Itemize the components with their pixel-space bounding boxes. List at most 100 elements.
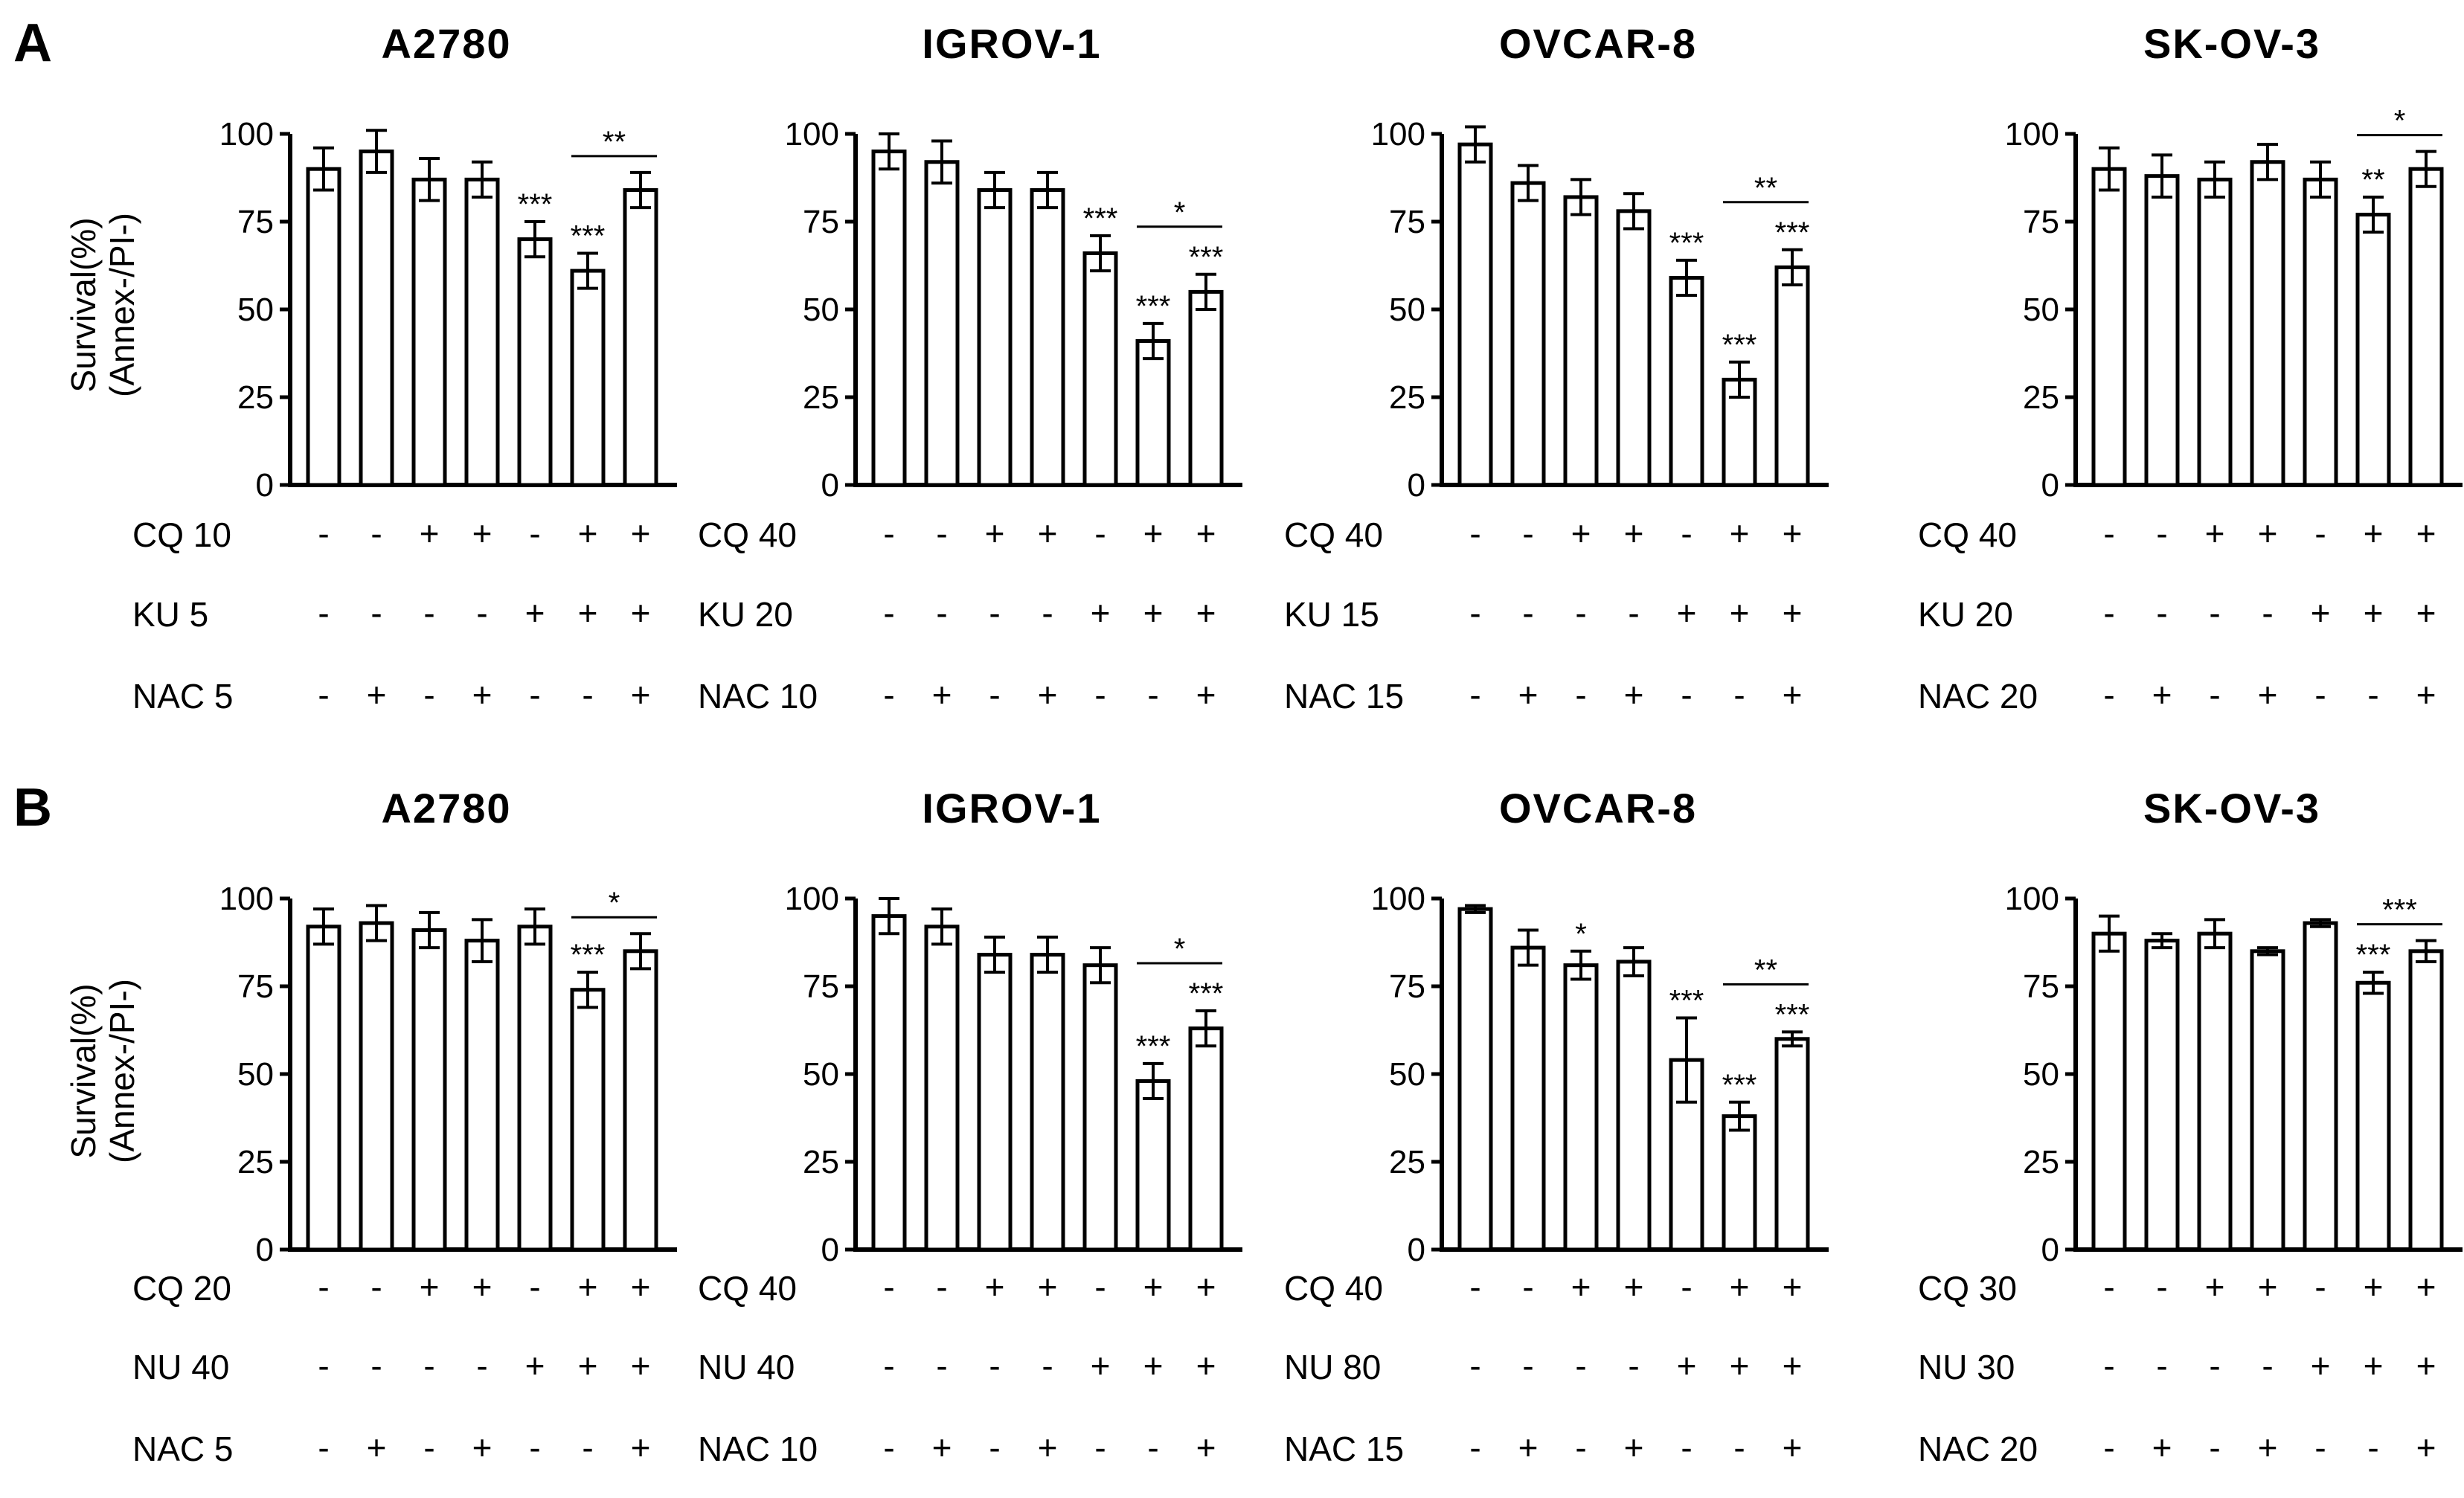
chart-b-1-treatment-cq-sign-1: - [318, 1267, 329, 1306]
chart-b-2-treatment-nac-sign-6: - [1147, 1428, 1158, 1467]
chart-a-3-bar-2 [1510, 181, 1546, 487]
chart-b-4-treatment-nac-sign-1: - [2103, 1428, 2114, 1467]
chart-a-4-treatment-nac-sign-6: - [2367, 675, 2378, 714]
chart-b-4-treatment-nac-sign-7: + [2416, 1428, 2436, 1467]
chart-b-1-ytick-label-4: 0 [256, 1232, 274, 1268]
chart-b-4-treatment-nu-sign-3: - [2209, 1346, 2220, 1385]
chart-b-3-ytick-label-1: 75 [1389, 968, 1425, 1005]
chart-a-1-bar-6 [570, 269, 606, 487]
chart-b-4-treatment-cq-sign-7: + [2416, 1267, 2436, 1306]
chart-b-1-bar-5 [517, 925, 553, 1252]
chart-b-1-treatment-cq-sign-4: + [472, 1267, 493, 1306]
chart-b-2-treatment-cq-sign-1: - [883, 1267, 894, 1306]
chart-b-4-treatment-nu-sign-6: + [2364, 1346, 2384, 1385]
chart-a-3-treatment-nac-sign-5: - [1681, 675, 1692, 714]
chart-a-3-treatment-nac-sign-6: - [1733, 675, 1745, 714]
chart-b-3-bar-3 [1563, 963, 1599, 1252]
chart-b-4-ytick-label-3: 25 [2023, 1144, 2059, 1180]
chart-b-3-significance-7: *** [1775, 998, 1810, 1031]
chart-b-3-significance-5: *** [1669, 984, 1704, 1017]
chart-b-1-treatment-cq-sign-5: - [529, 1267, 540, 1306]
chart-a-2-treatment-ku-sign-2: - [936, 594, 947, 632]
chart-b-4-treatment-nac-sign-2: + [2152, 1428, 2172, 1467]
chart-a-3-ytick-label-4: 0 [1408, 467, 1425, 504]
chart-a-1-treatment-ku-sign-2: - [370, 594, 382, 632]
chart-a-2-treatment-cq-sign-2: - [936, 514, 947, 553]
chart-a-1-bar-4 [464, 177, 500, 487]
chart-b-3-ytick-label-3: 25 [1389, 1144, 1425, 1180]
chart-a-4-bar-7 [2408, 167, 2444, 487]
chart-b-4-treatment-cq-sign-3: + [2205, 1267, 2225, 1306]
chart-a-1-significance-6: *** [571, 219, 606, 252]
chart-a-2-ytick-label-2: 50 [803, 292, 839, 328]
chart-b-3-treatment-nac-sign-1: - [1469, 1428, 1480, 1467]
chart-b-4-treatment-label-cq: CQ 30 [1918, 1269, 2017, 1308]
chart-a-4-treatment-cq-sign-7: + [2416, 514, 2436, 553]
chart-a-4-significance-6: ** [2361, 164, 2384, 196]
chart-a-1-treatment-ku-sign-3: - [423, 594, 434, 632]
chart-a-1-ytick-label-3: 25 [237, 379, 274, 416]
chart-a-4-treatment-label-nac: NAC 20 [1918, 677, 2038, 716]
chart-a-2-treatment-cq-sign-1: - [883, 514, 894, 553]
chart-a-2-ytick-label-3: 25 [803, 379, 839, 416]
chart-b-3-treatment-nu-sign-5: + [1677, 1346, 1697, 1385]
chart-a-2-treatment-nac-sign-4: + [1038, 675, 1058, 714]
chart-a-2-treatment-ku-sign-4: - [1042, 594, 1053, 632]
chart-a-2-treatment-cq-sign-6: + [1143, 514, 1164, 553]
chart-b-2-bar-5 [1082, 963, 1118, 1252]
chart-a-2-treatment-ku-sign-5: + [1091, 594, 1111, 632]
chart-a-3-treatment-ku-sign-5: + [1677, 594, 1697, 632]
chart-b-1-treatment-nu-sign-6: + [578, 1346, 598, 1385]
chart-b-4-treatment-nu-sign-2: - [2156, 1346, 2167, 1385]
chart-b-2-treatment-nac-sign-3: - [989, 1428, 1000, 1467]
chart-b-1-treatment-nac-sign-5: - [529, 1428, 540, 1467]
chart-b-3-treatment-nu-sign-3: - [1575, 1346, 1586, 1385]
chart-b-3-treatment-cq-sign-2: - [1522, 1267, 1533, 1306]
chart-a-1-treatment-cq-sign-1: - [318, 514, 329, 553]
chart-a-2-treatment-cq-sign-5: - [1094, 514, 1106, 553]
chart-b-1-treatment-nac-sign-3: - [423, 1428, 434, 1467]
chart-b-2-bar-1 [871, 914, 907, 1252]
chart-a-2-treatment-nac-sign-5: - [1094, 675, 1106, 714]
chart-a-1-treatment-nac-sign-5: - [529, 675, 540, 714]
chart-b-4-treatment-nu-sign-4: - [2262, 1346, 2273, 1385]
chart-b-1-bar-7 [623, 949, 658, 1252]
chart-a-4-bar-3 [2197, 177, 2233, 487]
chart-a-4-treatment-cq-sign-5: - [2314, 514, 2326, 553]
chart-a-1-treatment-label-ku: KU 5 [132, 595, 208, 634]
chart-b-4-ytick-label-2: 50 [2023, 1056, 2059, 1093]
chart-a-4-treatment-label-ku: KU 20 [1918, 595, 2013, 634]
chart-a-1-bar-2 [359, 150, 394, 487]
chart-a-4-treatment-nac-sign-2: + [2152, 675, 2172, 714]
y-axis-label-b-line2: (Annex-/PI-) [103, 979, 141, 1163]
chart-a-2-treatment-nac-sign-7: + [1196, 675, 1216, 714]
chart-b-2-bar-4 [1030, 953, 1065, 1252]
chart-b-3-significance-6: *** [1722, 1069, 1757, 1102]
chart-a-4-comparison-significance: * [2394, 105, 2406, 138]
chart-a-3-comparison-significance: ** [1754, 172, 1777, 205]
chart-a-2-treatment-cq-sign-4: + [1038, 514, 1058, 553]
chart-b-1-bar-2 [359, 921, 394, 1252]
chart-a-4-ytick-label-0: 100 [2005, 116, 2059, 152]
chart-a-4-treatment-cq-sign-2: - [2156, 514, 2167, 553]
chart-b-2-treatment-nac-sign-1: - [883, 1428, 894, 1467]
chart-b-4-treatment-cq-sign-2: - [2156, 1267, 2167, 1306]
chart-a-3-treatment-cq-sign-3: + [1571, 514, 1591, 553]
chart-b-2-ytick-label-4: 0 [821, 1232, 839, 1268]
chart-a-2-ytick-label-4: 0 [821, 467, 839, 504]
chart-b-4-bar-6 [2355, 980, 2391, 1252]
chart-b-2-title: IGROV-1 [922, 785, 1101, 832]
chart-b-3-treatment-nac-sign-6: - [1733, 1428, 1745, 1467]
chart-b-3-treatment-cq-sign-4: + [1624, 1267, 1644, 1306]
chart-b-3-treatment-cq-sign-6: + [1730, 1267, 1750, 1306]
chart-a-1-treatment-nac-sign-1: - [318, 675, 329, 714]
chart-b-1-treatment-cq-sign-2: - [370, 1267, 382, 1306]
chart-a-1-treatment-nac-sign-3: - [423, 675, 434, 714]
chart-b-2-bar-6 [1135, 1079, 1171, 1252]
chart-b-3-treatment-label-cq: CQ 40 [1284, 1269, 1383, 1308]
chart-a-1-treatment-ku-sign-7: + [631, 594, 651, 632]
chart-b-3-treatment-nu-sign-2: - [1522, 1346, 1533, 1385]
chart-a-4-bar-6 [2355, 213, 2391, 487]
chart-a-3-treatment-nac-sign-2: + [1518, 675, 1539, 714]
chart-b-1-bar-3 [411, 928, 447, 1252]
